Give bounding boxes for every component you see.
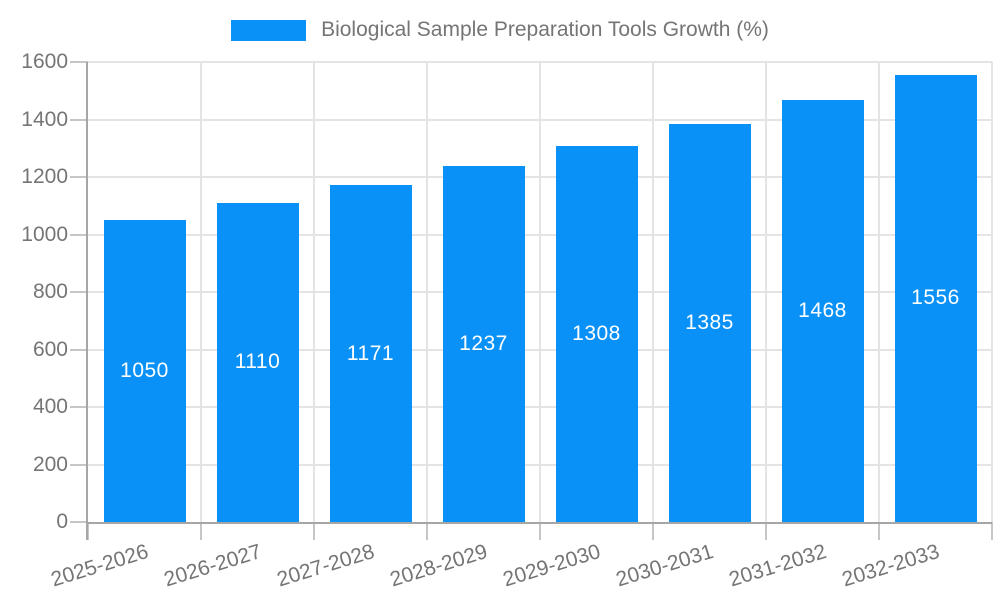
- x-tick-mark: [426, 522, 428, 540]
- y-tick-mark: [70, 118, 88, 121]
- bar-value-label: 1385: [685, 310, 734, 334]
- bar[interactable]: 1468: [781, 99, 864, 522]
- x-tick-label: 2032-2033: [839, 540, 943, 592]
- v-gridline: [539, 62, 541, 522]
- y-tick-label: 800: [32, 280, 68, 303]
- x-tick-label: 2031-2032: [726, 540, 830, 592]
- y-tick-mark: [70, 291, 88, 293]
- bar[interactable]: 1385: [668, 123, 751, 522]
- x-tick-mark: [87, 522, 89, 540]
- bar[interactable]: 1171: [329, 185, 412, 522]
- x-tick-label: 2027-2028: [274, 540, 378, 592]
- y-tick-mark: [70, 176, 88, 178]
- x-tick-label: 2029-2030: [500, 540, 604, 592]
- y-tick-mark: [70, 521, 88, 523]
- bar[interactable]: 1308: [555, 145, 638, 522]
- bar[interactable]: 1556: [894, 74, 977, 522]
- x-tick-mark: [313, 522, 315, 540]
- x-axis-line: [86, 522, 992, 524]
- y-tick-label: 1600: [21, 50, 68, 73]
- bar[interactable]: 1237: [442, 166, 525, 522]
- bar-value-label: 1468: [798, 298, 847, 322]
- bar[interactable]: 1050: [103, 220, 186, 522]
- x-tick-label: 2028-2029: [387, 540, 491, 592]
- bar-value-label: 1237: [459, 332, 508, 356]
- y-tick-label: 0: [56, 510, 68, 533]
- legend-label: Biological Sample Preparation Tools Grow…: [321, 18, 769, 41]
- bar-value-label: 1556: [911, 286, 960, 310]
- legend-swatch: [231, 19, 307, 41]
- v-gridline: [878, 62, 880, 522]
- y-tick-label: 1400: [21, 107, 68, 131]
- y-tick-mark: [70, 348, 88, 351]
- legend: Biological Sample Preparation Tools Grow…: [0, 18, 1000, 42]
- x-tick-mark: [200, 522, 202, 540]
- x-tick-mark: [878, 522, 880, 540]
- v-gridline: [200, 62, 202, 522]
- x-tick-mark: [539, 522, 541, 540]
- bar[interactable]: 1110: [216, 202, 299, 522]
- x-tick-label: 2025-2026: [48, 540, 152, 592]
- y-tick-mark: [70, 406, 88, 408]
- y-tick-label: 1200: [21, 165, 68, 188]
- y-tick-label: 600: [32, 337, 68, 361]
- v-gridline: [313, 62, 315, 522]
- bar-value-label: 1050: [120, 359, 169, 383]
- x-tick-label: 2026-2027: [161, 540, 265, 592]
- y-tick-label: 1000: [21, 222, 68, 246]
- y-tick-label: 400: [32, 395, 68, 418]
- x-tick-label: 2030-2031: [613, 540, 717, 592]
- x-tick-mark: [991, 522, 993, 540]
- x-tick-mark: [765, 522, 767, 540]
- y-tick-mark: [70, 61, 88, 63]
- y-axis-line: [86, 62, 88, 540]
- bar-value-label: 1110: [234, 350, 281, 374]
- bar-value-label: 1308: [572, 321, 621, 345]
- y-tick-label: 200: [32, 452, 68, 476]
- y-tick-mark: [70, 463, 88, 466]
- v-gridline: [426, 62, 428, 522]
- x-tick-mark: [652, 522, 654, 540]
- y-tick-mark: [70, 233, 88, 236]
- v-gridline: [991, 62, 993, 522]
- v-gridline: [765, 62, 767, 522]
- v-gridline: [652, 62, 654, 522]
- bar-value-label: 1171: [346, 341, 395, 365]
